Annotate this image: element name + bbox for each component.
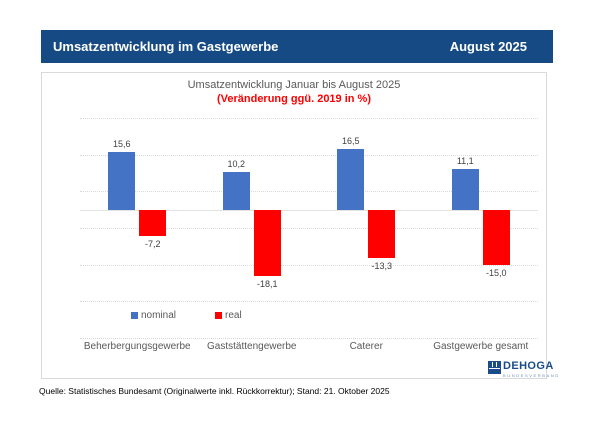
bar-nominal-1	[108, 152, 136, 210]
header-bar: Umsatzentwicklung im Gastgewerbe August …	[41, 30, 553, 63]
bar-nominal-4	[451, 168, 479, 210]
data-label-real-4: -15,0	[485, 267, 507, 278]
gridline	[80, 154, 538, 156]
data-label-real-3: -13,3	[371, 261, 392, 272]
data-label-real-1: -7,2	[144, 239, 161, 250]
source-note: Quelle: Statistisches Bundesamt (Origina…	[39, 386, 390, 396]
legend-label-real: real	[225, 310, 242, 321]
data-label-nominal-4: 11,1	[456, 155, 474, 166]
gridline	[80, 264, 538, 266]
header-title: Umsatzentwicklung im Gastgewerbe	[53, 39, 279, 54]
gridline	[80, 228, 538, 229]
legend-swatch-nominal	[131, 312, 138, 319]
bar-real-2	[253, 209, 281, 277]
plot-area: 15,6 -7,2 10,2 -18,1 16,5 -13,3 11,1 -15,0	[80, 118, 538, 340]
data-label-nominal-1: 15,6	[112, 139, 131, 150]
gridline	[80, 301, 538, 303]
bar-real-1	[139, 209, 167, 237]
zero-axis-line	[80, 209, 538, 211]
dehoga-logo-name: DEHOGA	[503, 360, 554, 372]
category-label-1: Beherbergungsgewerbe	[83, 341, 191, 352]
legend-item-real: real	[215, 310, 242, 321]
bar-nominal-3	[337, 149, 365, 210]
gridline	[80, 118, 538, 119]
chart-title: Umsatzentwicklung Januar bis August 2025	[187, 79, 401, 91]
category-axis: Beherbergungsgewerbe Gaststättengewerbe Ca…	[80, 341, 538, 355]
dehoga-logo: DEHOGA BUNDESVERBAND	[488, 361, 560, 378]
data-label-nominal-3: 16,5	[341, 136, 360, 147]
bar-nominal-2	[222, 172, 250, 210]
category-label-4: Gastgewerbe gesamt	[433, 341, 529, 352]
legend-label-nominal: nominal	[141, 310, 177, 321]
chart-panel: Umsatzentwicklung Januar bis August 2025…	[41, 72, 558, 379]
data-label-nominal-2: 10,2	[227, 159, 246, 170]
header-date: August 2025	[449, 39, 527, 54]
gridline	[80, 191, 538, 193]
chart-subtitle: (Veränderung ggü. 2019 in %)	[216, 93, 372, 105]
dehoga-logo-icon	[488, 361, 501, 374]
bar-real-4	[482, 209, 510, 265]
dehoga-logo-subtext: BUNDESVERBAND	[503, 373, 560, 378]
data-label-real-2: -18,1	[256, 279, 278, 290]
gridline	[80, 338, 538, 339]
bar-real-3	[368, 209, 396, 259]
category-label-3: Caterer	[349, 341, 383, 352]
legend-swatch-real	[215, 312, 222, 319]
legend-item-nominal: nominal	[131, 310, 176, 321]
category-label-2: Gaststättengewerbe	[207, 341, 297, 352]
